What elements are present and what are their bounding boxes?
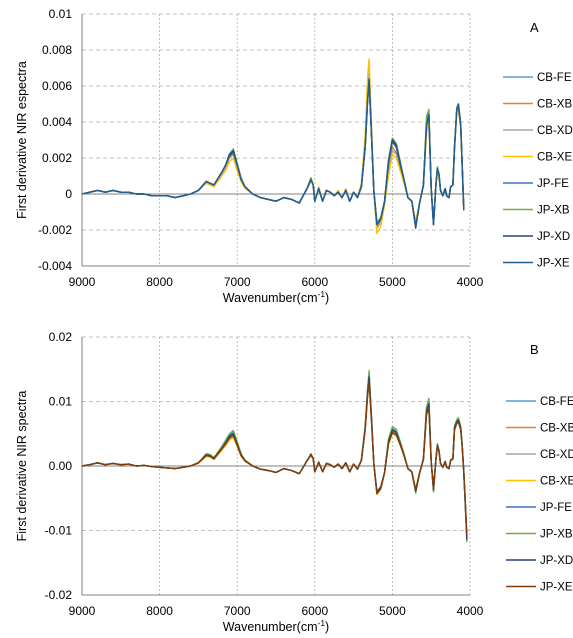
x-axis-title: Wavenumber(cm-1): [223, 289, 329, 305]
x-tick-label: 4000: [457, 275, 484, 289]
series-line-jp-xe: [81, 381, 468, 536]
panel-b: -0.02 -0.01 0.00 0.01 0.02 9000 8000 7000 6000 50…: [15, 330, 573, 634]
panel-a: -0.004 -0.002 0 0.002 0.004 0.006 0.008 0.01 900…: [15, 7, 573, 305]
x-axis-title-close: ): [325, 291, 329, 305]
legend-label: JP-XE: [540, 582, 573, 594]
legend-label: CB-XB: [540, 423, 573, 435]
x-axis-title-superscript: -1: [317, 289, 325, 299]
x-axis-title-close: ): [325, 620, 329, 634]
legend-label: JP-XD: [540, 555, 573, 567]
series-line-cb-xb: [81, 377, 468, 539]
x-axis-title-text: Wavenumber(cm: [223, 620, 318, 634]
y-tick-label: -0.02: [45, 588, 73, 602]
y-tick-label: 0.006: [42, 79, 72, 93]
legend-label: CB-XE: [540, 476, 573, 488]
legend-label: JP-XD: [537, 231, 570, 243]
x-tick-label: 6000: [301, 604, 328, 618]
x-axis-title: Wavenumber(cm-1): [223, 618, 329, 634]
x-tick-label: 9000: [69, 604, 96, 618]
y-tick-label: 0.01: [49, 395, 73, 409]
series-line-jp-xb: [81, 79, 465, 228]
x-tick-label: 8000: [146, 275, 173, 289]
y-tick-label: -0.002: [38, 223, 72, 237]
panel-label: A: [530, 20, 539, 35]
legend-label: JP-XE: [537, 258, 570, 270]
legend-label: CB-XE: [537, 152, 572, 164]
x-tick-label: 7000: [224, 275, 251, 289]
x-axis-title-text: Wavenumber(cm: [223, 291, 318, 305]
series-line-cb-xe: [81, 380, 468, 538]
series-line-cb-xb: [81, 74, 465, 228]
legend-label: JP-FE: [537, 178, 569, 190]
x-tick-label: 4000: [457, 604, 484, 618]
y-tick-label: 0: [65, 187, 72, 201]
x-tick-label: 9000: [69, 275, 96, 289]
y-tick-label: 0.02: [49, 330, 73, 344]
panel-label: B: [530, 342, 539, 357]
y-tick-label: -0.01: [45, 524, 73, 538]
y-tick-label: -0.004: [38, 259, 72, 273]
y-tick-label: 0.008: [42, 43, 72, 57]
legend-label: CB-FE: [537, 72, 572, 84]
y-tick-label: 0.00: [49, 459, 73, 473]
series-line-jp-xe: [81, 78, 465, 228]
series-line-cb-xd: [81, 378, 468, 539]
series-line-cb-xe: [81, 58, 465, 235]
legend-label: CB-XB: [537, 99, 572, 111]
legend-label: JP-FE: [540, 502, 572, 514]
y-axis-title: First derivative NIR espectra: [15, 61, 29, 219]
y-tick-label: 0.01: [49, 7, 73, 21]
legend-label: JP-XB: [540, 529, 573, 541]
series-line-cb-xd: [81, 70, 465, 229]
legend-label: CB-XD: [537, 125, 573, 137]
x-tick-label: 5000: [379, 604, 406, 618]
y-axis-title: First derivative NIR spectra: [15, 391, 29, 542]
series-line-cb-fe: [81, 78, 465, 226]
series-line-jp-xd: [81, 79, 465, 229]
legend-label: JP-XB: [537, 205, 570, 217]
y-tick-label: 0.002: [42, 151, 72, 165]
series-line-jp-fe: [81, 79, 465, 228]
x-tick-label: 6000: [301, 275, 328, 289]
y-tick-label: 0.004: [42, 115, 72, 129]
legend-label: CB-XD: [540, 449, 573, 461]
x-axis-title-superscript: -1: [317, 618, 325, 628]
x-tick-label: 5000: [379, 275, 406, 289]
series-line-jp-fe: [81, 373, 468, 541]
series-line-cb-fe: [81, 375, 468, 541]
series-line-jp-xb: [81, 369, 468, 543]
x-tick-label: 8000: [146, 604, 173, 618]
legend-label: CB-FE: [540, 396, 573, 408]
x-tick-label: 7000: [224, 604, 251, 618]
